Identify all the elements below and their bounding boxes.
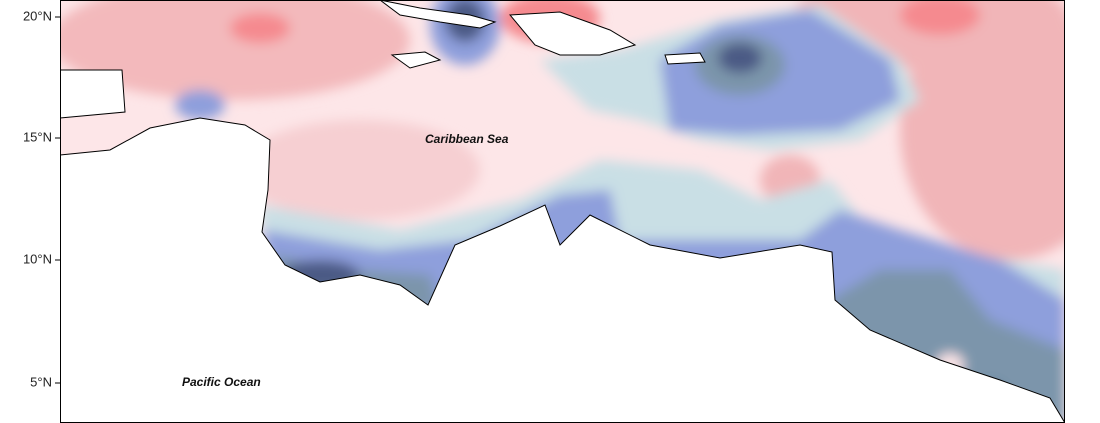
central-america bbox=[60, 117, 1065, 423]
cuba bbox=[379, 0, 497, 29]
anomaly-field bbox=[60, 0, 1065, 423]
sea-label: Caribbean Sea bbox=[425, 132, 509, 146]
ocean-label: Pacific Ocean bbox=[182, 375, 261, 389]
lat-label: 15°N bbox=[23, 129, 52, 144]
hispaniola bbox=[508, 11, 637, 56]
lat-ticks bbox=[55, 16, 60, 384]
lat-label: 20°N bbox=[23, 8, 52, 23]
lat-label: 10°N bbox=[23, 251, 52, 266]
yucatan bbox=[60, 69, 126, 119]
jamaica bbox=[390, 51, 442, 69]
lat-label: 5°N bbox=[30, 374, 52, 389]
puerto-rico bbox=[664, 52, 706, 65]
